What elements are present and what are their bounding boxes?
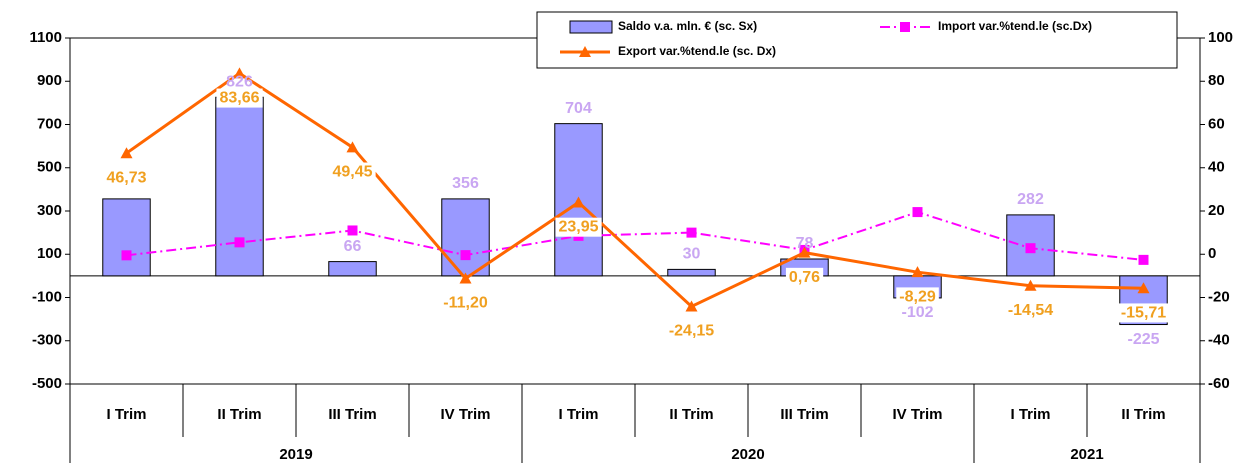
- data-label: 30: [683, 246, 701, 263]
- marker: [1138, 254, 1149, 265]
- data-label: 23,95: [558, 219, 598, 236]
- x-tick-label: III Trim: [328, 406, 376, 423]
- y-tick-label: -100: [32, 288, 62, 305]
- y2-tick-label: 0: [1208, 245, 1216, 262]
- marker: [459, 272, 472, 284]
- group-label: 2021: [1070, 446, 1103, 463]
- data-label: 356: [452, 175, 479, 192]
- data-label: -14,54: [1008, 302, 1053, 319]
- legend-marker: [579, 46, 591, 57]
- data-label: -24,15: [669, 323, 714, 340]
- data-label: 826: [226, 73, 253, 90]
- x-tick-label: IV Trim: [892, 406, 942, 423]
- y2-tick-label: -40: [1208, 332, 1230, 349]
- marker: [912, 207, 923, 218]
- line: [125, 71, 1144, 309]
- legend-box: [536, 11, 1178, 69]
- data-label: 49,45: [332, 164, 372, 181]
- x-tick-label: II Trim: [217, 406, 261, 423]
- y2-tick-label: -20: [1208, 288, 1230, 305]
- data-label: 78: [796, 235, 814, 252]
- data-label: -225: [1127, 331, 1159, 348]
- marker: [120, 147, 133, 159]
- marker: [1137, 282, 1150, 294]
- marker: [234, 237, 245, 248]
- y-tick-label: 500: [37, 159, 62, 176]
- marker: [121, 250, 132, 261]
- bar: [667, 268, 716, 277]
- bar: [102, 198, 151, 277]
- legend-label: Import var.%tend.le (sc.Dx): [938, 19, 1092, 33]
- marker: [1025, 243, 1036, 254]
- bar: [215, 96, 264, 277]
- data-label-bg: [785, 267, 824, 287]
- data-label: -11,20: [443, 295, 488, 312]
- data-label: -102: [901, 304, 933, 321]
- y2-tick-label: 60: [1208, 115, 1225, 132]
- data-label-bg: [440, 293, 491, 313]
- y-tick-label: 900: [37, 72, 62, 89]
- y2-tick-label: 100: [1208, 29, 1233, 46]
- y-tick-label: 700: [37, 115, 62, 132]
- y-tick-label: -300: [32, 332, 62, 349]
- data-label: 704: [565, 100, 592, 117]
- data-label: 0,76: [789, 269, 820, 286]
- y2-tick-label: 20: [1208, 202, 1225, 219]
- x-tick-label: I Trim: [558, 406, 598, 423]
- marker: [460, 250, 471, 261]
- marker: [685, 300, 698, 312]
- data-label-bg: [103, 168, 150, 188]
- legend-label: Saldo v.a. mln. € (sc. Sx): [618, 19, 757, 33]
- data-label-bg: [555, 217, 602, 237]
- x-tick-label: I Trim: [106, 406, 146, 423]
- marker: [346, 141, 359, 153]
- x-tick-label: I Trim: [1010, 406, 1050, 423]
- marker: [911, 266, 924, 278]
- group-label: 2020: [731, 446, 764, 463]
- data-label: -8,29: [899, 288, 936, 305]
- y-tick-label: 100: [37, 245, 62, 262]
- y2-tick-label: 80: [1208, 72, 1225, 89]
- bar: [441, 198, 490, 277]
- x-tick-label: III Trim: [780, 406, 828, 423]
- data-label-bg: [1004, 300, 1057, 320]
- y-tick-label: 1100: [29, 29, 62, 46]
- legend: Saldo v.a. mln. € (sc. Sx) Import var.%te…: [536, 11, 1178, 69]
- data-label: 66: [344, 238, 362, 255]
- legend-label: Export var.%tend.le (sc. Dx): [618, 44, 776, 58]
- data-label-bg: [665, 321, 718, 341]
- y2-tick-label: -60: [1208, 375, 1230, 392]
- data-label-bg: [896, 287, 939, 307]
- marker: [572, 196, 585, 208]
- x-tick-label: II Trim: [669, 406, 713, 423]
- x-tick-label: II Trim: [1121, 406, 1165, 423]
- data-label-bg: [329, 162, 376, 182]
- marker: [233, 67, 246, 79]
- marker: [1024, 279, 1037, 291]
- data-label: 83,66: [219, 90, 259, 107]
- legend-swatch: [569, 20, 613, 34]
- marker: [686, 227, 697, 238]
- y2-tick-label: 40: [1208, 159, 1225, 176]
- group-label: 2019: [279, 446, 312, 463]
- x-tick-label: IV Trim: [440, 406, 490, 423]
- line: [126, 211, 1144, 261]
- bar: [328, 261, 377, 277]
- y-tick-label: 300: [37, 202, 62, 219]
- marker: [347, 225, 358, 236]
- marker: [798, 246, 811, 258]
- data-label: 282: [1017, 191, 1044, 208]
- data-label-bg: [216, 88, 263, 108]
- data-label-bg: [1117, 303, 1170, 323]
- data-label: 46,73: [106, 169, 146, 186]
- legend-marker: [900, 22, 910, 32]
- y-tick-label: -500: [32, 375, 62, 392]
- data-label: -15,71: [1121, 304, 1166, 321]
